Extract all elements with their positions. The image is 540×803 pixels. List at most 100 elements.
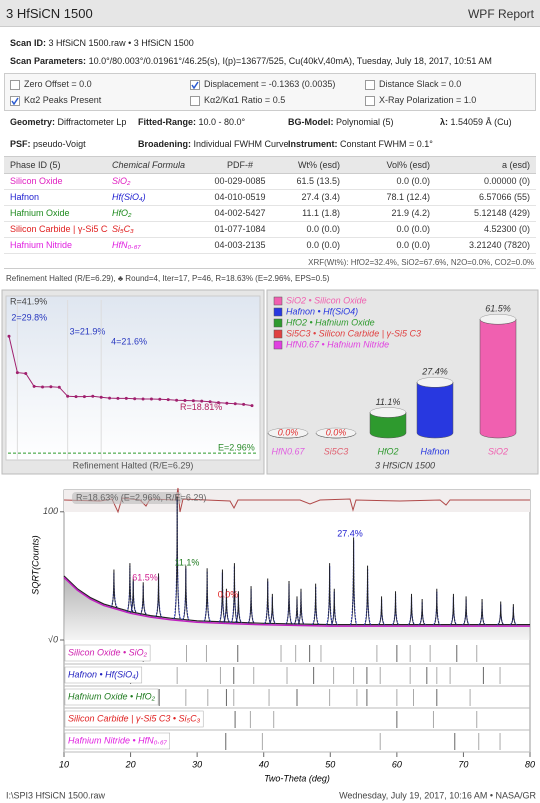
r-point [166,398,170,402]
table-cell: 0.0 (0.0) [306,240,340,250]
table-cell: 61.5 (13.5) [296,176,340,186]
setting: Instrument: Constant FWHM = 0.1° [288,139,433,149]
table-cell: SiO₂ [112,176,131,186]
legend-label: SiO2 • Silicon Oxide [286,295,367,305]
phase-label: Hafnium Nitride • HfN₀.₆₇ [68,735,168,745]
label: Scan ID: [10,38,47,48]
r-point [158,397,162,401]
phase-label: Hafnium Oxide • HfO₂ [68,691,156,701]
peak [230,563,238,623]
r-point [149,397,153,401]
r-point [49,385,53,389]
category-label: HfO2 [377,446,398,456]
round-label: 2=29.8% [11,312,47,322]
x-tick-label: 10 [59,759,69,769]
peak [312,583,320,625]
r-point [32,384,36,388]
phase-label-bg [64,644,151,662]
peak [326,563,334,626]
legend-swatch [273,340,283,350]
checkbox [10,80,20,90]
r-point [66,394,70,398]
table-cell: 0.0 (0.0) [396,240,430,250]
footer-right: Wednesday, July 19, 2017, 10:16 AM • NAS… [339,790,536,800]
status: Refinement Halted (R/E=6.29), ♣ Round=4,… [6,274,330,283]
table-cell: Hafnon [10,192,40,202]
table-cell: 04-002-5427 [214,208,266,218]
row-line [4,221,536,222]
r-point [91,394,95,398]
table-header: a (esd) [501,160,530,170]
value-label: 11.1% [376,397,401,407]
r-point [82,395,86,399]
x-tick-label: 20 [125,759,136,769]
options-box [4,73,536,111]
setting-value: pseudo-Voigt [33,139,86,149]
phase-label: Hafnon • Hf(SiO₄) [68,669,139,679]
setting-key: PSF: [10,139,31,149]
r-point [200,399,204,403]
r-point [124,396,128,400]
table-cell: Hafnium Nitride [10,240,73,250]
table-cell: 04-010-0519 [214,192,266,202]
r-point [191,399,195,403]
peak [350,537,358,626]
r-point [24,372,28,375]
table-cell: 0.00000 (0) [483,176,530,186]
setting-value: Constant FWHM = 0.1° [340,139,433,149]
legend-label: HfN0.67 • Hafnium Nitride [286,339,389,349]
option-label: X-Ray Polarization = 1.0 [379,95,477,105]
separator [4,268,536,269]
setting-key: BG-Model: [288,117,334,127]
r-point [242,402,246,406]
background-area [64,575,530,640]
peak-annotation: 61.5% [132,572,158,582]
table-cell: Silicon Oxide [10,176,63,186]
r-point [133,397,137,401]
row-line [4,237,536,238]
background-line [63,575,530,626]
y-tick-label: 100 [43,506,58,516]
r-point [15,371,19,375]
checkbox [190,80,200,90]
x-tick-label: 80 [525,759,535,769]
value-label: 0.0% [278,427,299,437]
table-cell: 04-003-2135 [214,240,266,250]
legend-swatch [273,296,283,306]
phase-label-bg [64,732,170,750]
r-point [208,400,212,404]
r-point [225,401,229,405]
table-header: Phase ID (5) [10,160,61,170]
table-cell: Hafnium Oxide [10,208,70,218]
left-plot [5,295,261,461]
value-label: 27.4% [421,367,448,377]
table-cell: Si₅C₃ [112,224,134,234]
row-line [4,253,536,254]
setting: λ: 1.54059 Å (Cu) [440,117,512,127]
report-type: WPF Report [467,7,534,21]
table-cell: 27.4 (3.4) [301,192,340,202]
setting-value: 10.0 - 80.0° [198,117,246,127]
r-point [116,396,120,400]
phase-label-bg [64,688,159,706]
table-cell: 4.52300 (0) [483,224,530,234]
x-axis-label: Two-Theta (deg) [264,773,330,783]
setting-value: Individual FWHM Curve [193,139,289,149]
residual-label: R=18.63% (E=2.96%, R/E=6.29) [76,492,206,502]
start-label: R=41.9% [10,296,47,306]
checkbox [190,96,200,106]
cylinder-top [479,313,517,325]
x-tick-label: 40 [259,759,269,769]
setting: PSF: pseudo-Voigt [10,139,86,149]
peak [139,582,147,615]
setting-value: 1.54059 Å (Cu) [450,117,512,127]
peak [330,588,338,626]
xrf: XRF(Wt%): HfO2=32.4%, SiO2=67.6%, N2O=0.… [308,258,534,267]
r-point [41,385,45,389]
table-cell: 21.9 (4.2) [391,208,430,218]
table-header: Vol% (esd) [386,160,430,170]
y-axis-label: SQRT(Counts) [30,535,40,594]
option-label: Zero Offset = 0.0 [24,79,92,89]
cylinder-top [416,377,454,388]
